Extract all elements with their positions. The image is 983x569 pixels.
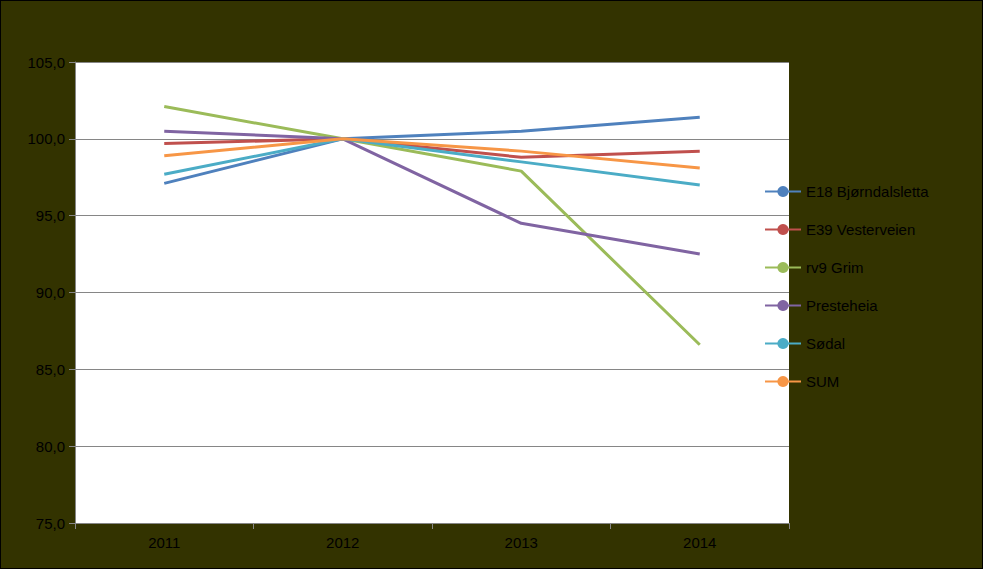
svg-text:E18 Bjørndalsletta: E18 Bjørndalsletta bbox=[806, 183, 929, 200]
svg-text:2013: 2013 bbox=[505, 534, 538, 551]
svg-text:2012: 2012 bbox=[326, 534, 359, 551]
svg-text:E39 Vesterveien: E39 Vesterveien bbox=[806, 221, 915, 238]
svg-text:2011: 2011 bbox=[148, 534, 180, 551]
svg-text:Sødal: Sødal bbox=[806, 335, 845, 352]
svg-text:95,0: 95,0 bbox=[36, 207, 65, 224]
svg-text:Presteheia: Presteheia bbox=[806, 297, 878, 314]
svg-text:SUM: SUM bbox=[806, 373, 839, 390]
svg-text:75,0: 75,0 bbox=[36, 515, 65, 532]
svg-text:90,0: 90,0 bbox=[36, 284, 65, 301]
svg-text:rv9 Grim: rv9 Grim bbox=[806, 259, 864, 276]
svg-text:105,0: 105,0 bbox=[27, 54, 65, 71]
svg-text:80,0: 80,0 bbox=[36, 438, 65, 455]
svg-text:85,0: 85,0 bbox=[36, 361, 65, 378]
svg-text:2014: 2014 bbox=[683, 534, 716, 551]
svg-text:100,0: 100,0 bbox=[27, 130, 65, 147]
